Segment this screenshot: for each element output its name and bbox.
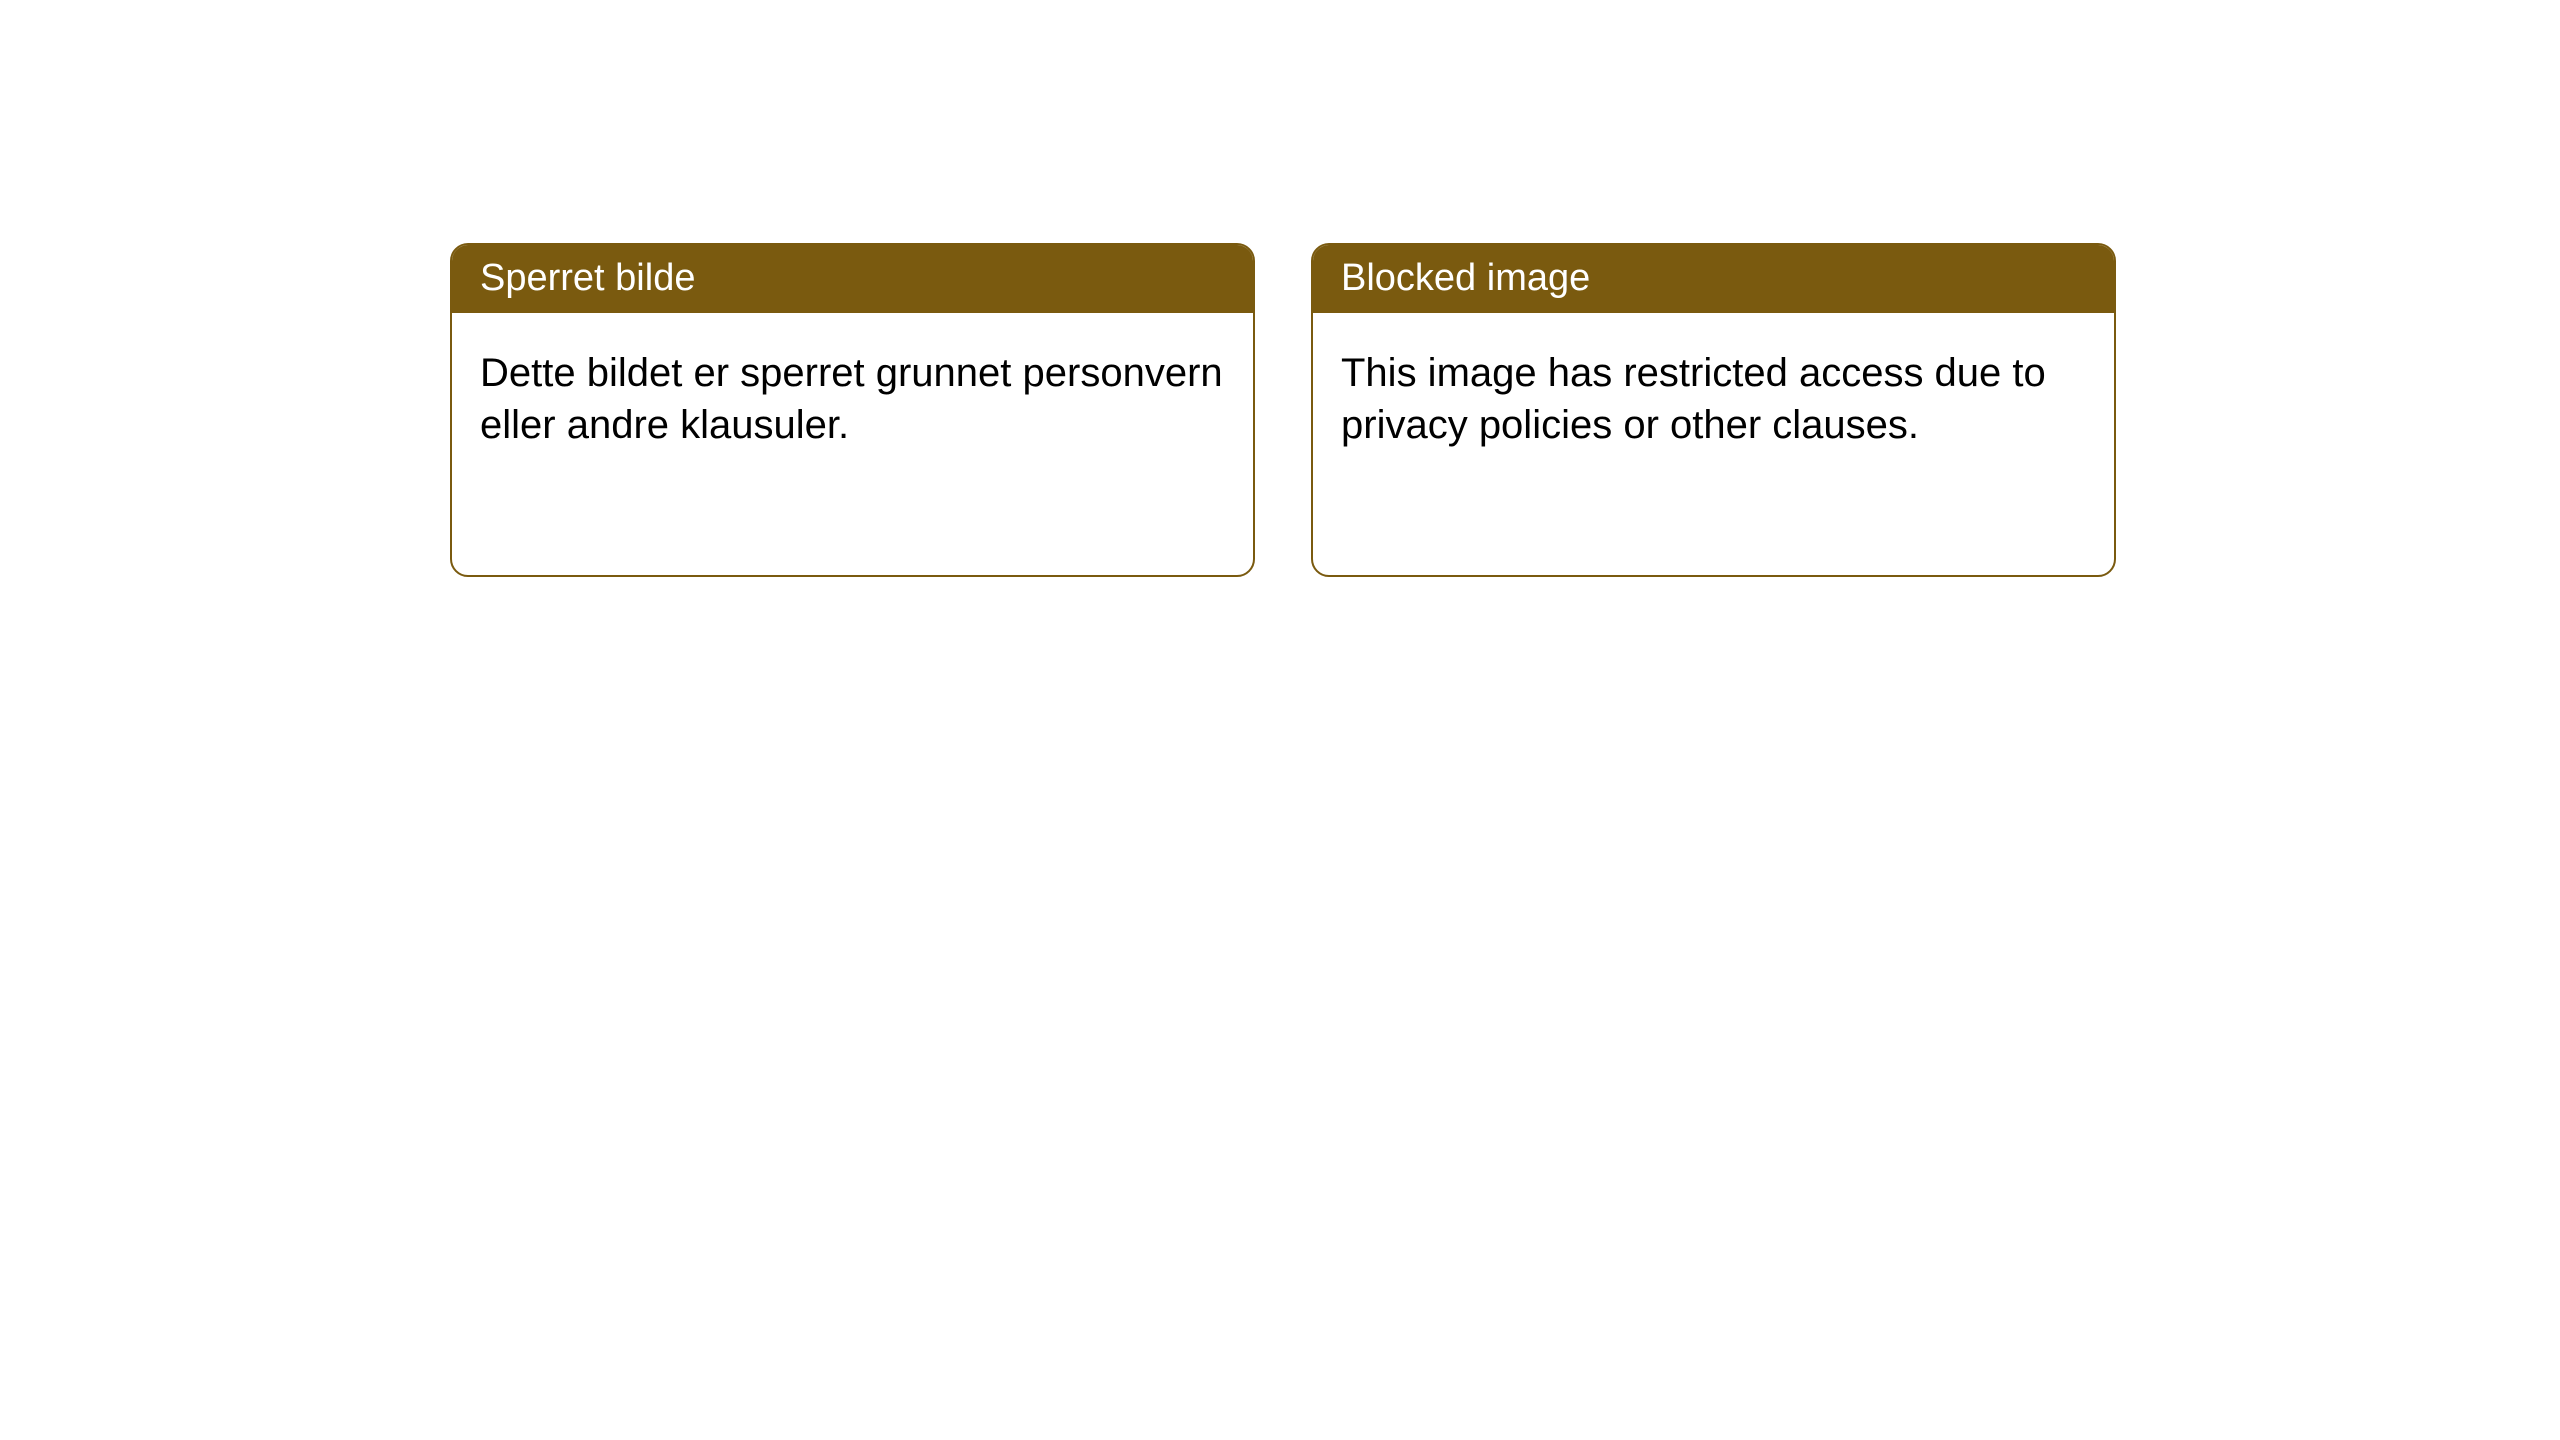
notice-body-norwegian: Dette bildet er sperret grunnet personve… (452, 313, 1253, 481)
notice-title-english: Blocked image (1313, 245, 2114, 313)
notice-container: Sperret bilde Dette bildet er sperret gr… (0, 0, 2560, 577)
notice-card-english: Blocked image This image has restricted … (1311, 243, 2116, 577)
notice-card-norwegian: Sperret bilde Dette bildet er sperret gr… (450, 243, 1255, 577)
notice-title-norwegian: Sperret bilde (452, 245, 1253, 313)
notice-body-english: This image has restricted access due to … (1313, 313, 2114, 481)
